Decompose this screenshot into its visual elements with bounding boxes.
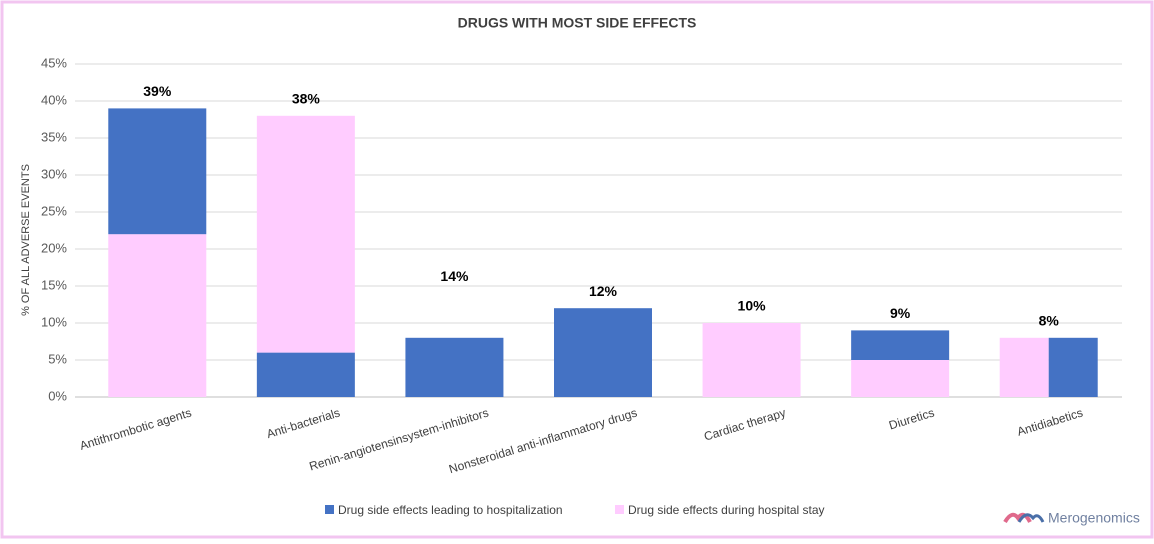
bar-segment: [256, 352, 355, 397]
total-label: 38%: [292, 91, 321, 107]
bar-segment: [108, 234, 207, 397]
chart-title: DRUGS WITH MOST SIDE EFFECTS: [458, 15, 697, 31]
y-tick-label: 5%: [48, 351, 67, 366]
total-label: 10%: [738, 298, 767, 314]
total-label: 8%: [1039, 313, 1060, 329]
total-label: 39%: [143, 83, 172, 99]
bar-segment: [851, 330, 950, 360]
bar-segment: [256, 115, 355, 353]
bar-segment: [405, 337, 504, 397]
bar-segment: [999, 337, 1049, 397]
y-tick-label: 0%: [48, 388, 67, 403]
logo-icon: [1003, 512, 1045, 524]
bar-segment: [1048, 337, 1098, 397]
brand: Merogenomics: [1048, 510, 1140, 526]
y-axis-label: % OF ALL ADVERSE EVENTS: [20, 164, 32, 316]
y-tick-label: 45%: [41, 55, 67, 70]
total-label: 12%: [589, 283, 618, 299]
bar-segment: [108, 108, 207, 235]
legend-label: Drug side effects leading to hospitaliza…: [338, 503, 563, 517]
bar-segment: [702, 323, 801, 397]
legend-label: Drug side effects during hospital stay: [628, 503, 825, 517]
y-tick-label: 20%: [41, 240, 67, 255]
y-tick-label: 30%: [41, 166, 67, 181]
y-tick-label: 25%: [41, 203, 67, 218]
total-label: 9%: [890, 305, 911, 321]
y-tick-label: 15%: [41, 277, 67, 292]
y-tick-label: 40%: [41, 92, 67, 107]
legend-swatch: [615, 505, 624, 514]
y-tick-label: 10%: [41, 314, 67, 329]
legend-swatch: [325, 505, 334, 514]
total-label: 14%: [440, 268, 469, 284]
bar-segment: [554, 308, 652, 397]
bar-segment: [851, 360, 950, 397]
y-tick-label: 35%: [41, 129, 67, 144]
